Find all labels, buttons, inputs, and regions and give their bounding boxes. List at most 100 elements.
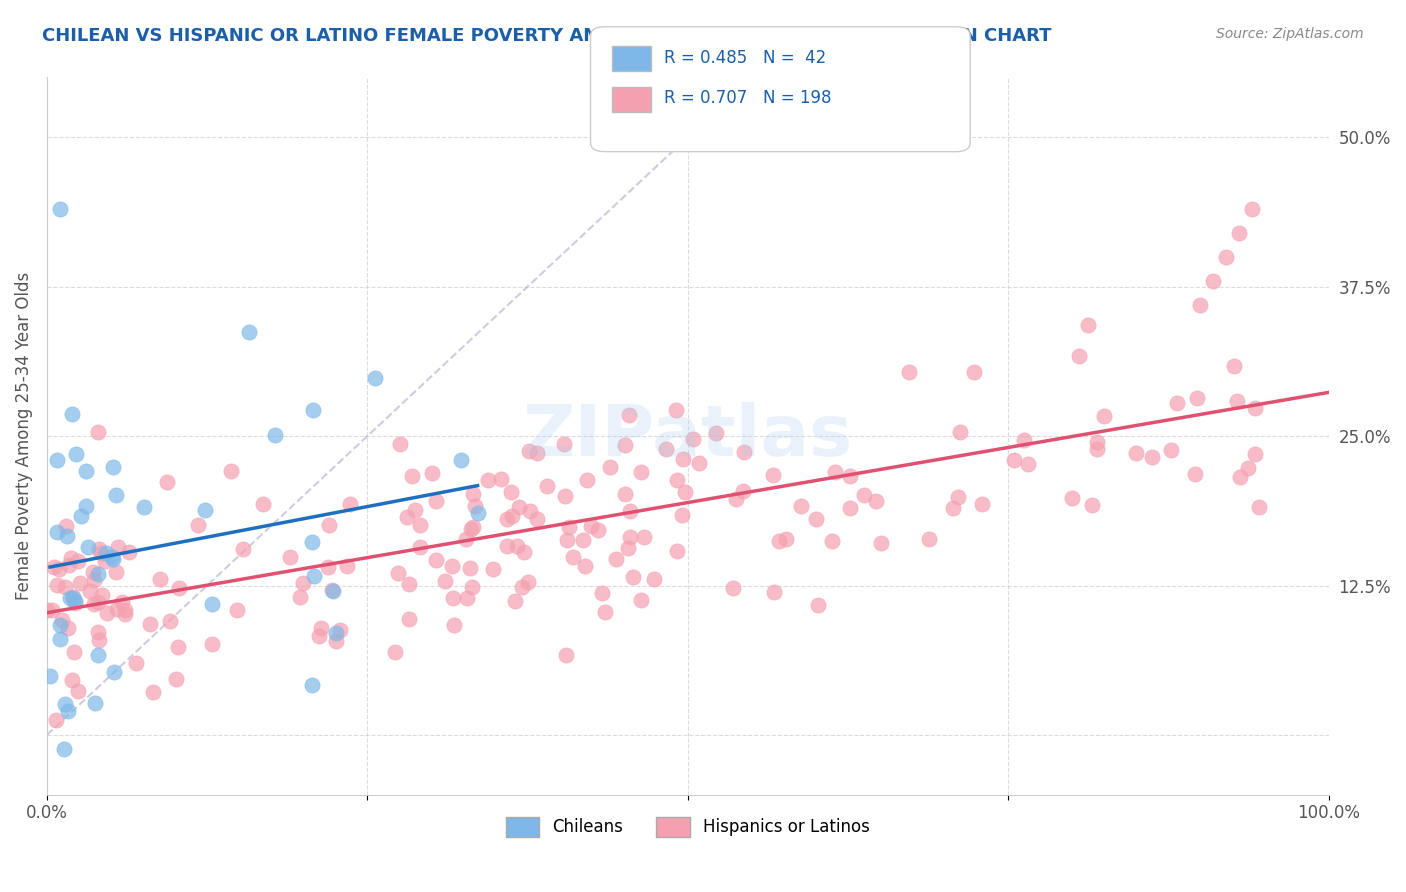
Point: [409, 541, 432, 555]
Point: [1247, 500, 1270, 515]
Point: [118, 545, 141, 559]
Point: [443, 617, 465, 632]
Point: [48, 562, 70, 576]
Point: [456, 591, 478, 605]
Point: [325, 625, 347, 640]
Point: [301, 678, 323, 692]
Point: [1125, 446, 1147, 460]
Point: [89, 632, 111, 647]
Point: [762, 467, 785, 482]
Point: [425, 553, 447, 567]
Point: [496, 539, 519, 553]
Point: [571, 533, 593, 548]
Point: [499, 484, 522, 499]
Point: [599, 460, 621, 475]
Point: [398, 577, 420, 591]
Point: [946, 490, 969, 504]
Point: [107, 540, 129, 554]
Point: [1226, 394, 1249, 409]
Point: [1094, 409, 1116, 423]
Point: [613, 437, 636, 451]
Point: [232, 542, 254, 557]
Point: [1184, 467, 1206, 482]
Point: [66, 684, 89, 698]
Point: [93, 554, 115, 568]
Point: [187, 517, 209, 532]
Point: [384, 645, 406, 659]
Point: [69, 508, 91, 523]
Point: [673, 485, 696, 500]
Point: [733, 444, 755, 458]
Point: [665, 403, 688, 417]
Point: [45, 453, 67, 467]
Point: [682, 432, 704, 446]
Point: [45, 713, 67, 727]
Point: [725, 492, 748, 507]
Point: [308, 629, 330, 643]
Point: [517, 575, 540, 590]
Point: [60, 673, 83, 687]
Point: [103, 665, 125, 679]
Point: [821, 533, 844, 548]
Legend: Chileans, Hispanics or Latinos: Chileans, Hispanics or Latinos: [499, 810, 877, 844]
Point: [201, 597, 224, 611]
Point: [63, 645, 86, 659]
Point: [605, 551, 627, 566]
Point: [723, 582, 745, 596]
Point: [1142, 450, 1164, 464]
Point: [526, 446, 548, 460]
Point: [139, 616, 162, 631]
Point: [42, 560, 65, 574]
Point: [84, 696, 107, 710]
Point: [576, 474, 599, 488]
Point: [56, 529, 79, 543]
Point: [654, 442, 676, 457]
Point: [75, 464, 97, 478]
Point: [35, 603, 58, 617]
Point: [506, 540, 529, 554]
Point: [318, 517, 340, 532]
Point: [339, 497, 361, 511]
Point: [389, 437, 412, 451]
Point: [1222, 359, 1244, 374]
Point: [83, 598, 105, 612]
Text: R = 0.485   N =  42: R = 0.485 N = 42: [664, 49, 825, 67]
Point: [1067, 349, 1090, 363]
Point: [53, 580, 76, 594]
Point: [41, 603, 63, 617]
Point: [666, 473, 689, 487]
Point: [643, 572, 665, 586]
Point: [401, 469, 423, 483]
Point: [101, 459, 124, 474]
Point: [918, 533, 941, 547]
Point: [49, 618, 72, 632]
Point: [1227, 226, 1250, 240]
Point: [555, 648, 578, 662]
Point: [69, 575, 91, 590]
Point: [329, 623, 352, 637]
Point: [496, 512, 519, 526]
Point: [65, 447, 87, 461]
Point: [614, 486, 637, 500]
Point: [156, 475, 179, 489]
Point: [420, 466, 443, 480]
Point: [666, 544, 689, 558]
Point: [322, 584, 344, 599]
Point: [56, 621, 79, 635]
Point: [441, 591, 464, 606]
Point: [838, 469, 860, 483]
Point: [96, 606, 118, 620]
Point: [114, 603, 136, 617]
Text: ZIPatlas: ZIPatlas: [523, 401, 853, 471]
Point: [51, 613, 73, 627]
Point: [62, 591, 84, 606]
Point: [574, 559, 596, 574]
Point: [450, 453, 472, 467]
Point: [621, 570, 644, 584]
Point: [775, 532, 797, 546]
Point: [364, 371, 387, 385]
Point: [441, 558, 464, 573]
Point: [591, 586, 613, 600]
Point: [536, 478, 558, 492]
Point: [898, 365, 921, 379]
